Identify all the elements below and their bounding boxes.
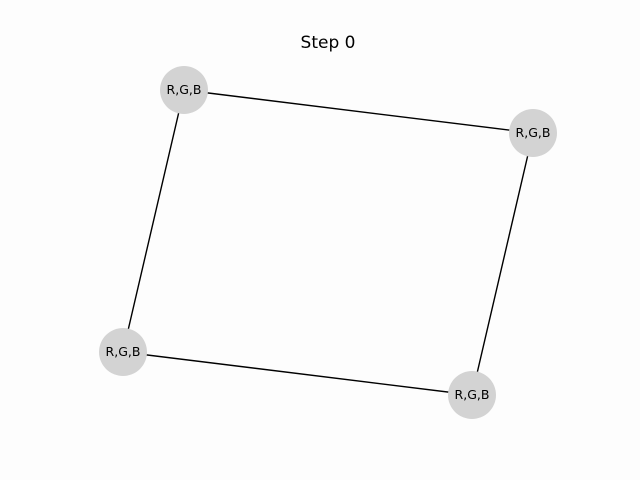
node-circle xyxy=(99,328,147,376)
diagram-title: Step 0 xyxy=(301,33,356,53)
edges-layer xyxy=(122,89,534,396)
edge-n2-n3 xyxy=(471,132,534,396)
node-n3: R,G,B xyxy=(448,371,496,419)
edge-n1-n2 xyxy=(183,89,534,134)
node-n1: R,G,B xyxy=(160,66,208,114)
node-label: R,G,B xyxy=(455,387,490,402)
edge-n3-n4 xyxy=(122,351,473,396)
node-n4: R,G,B xyxy=(99,328,147,376)
node-n2: R,G,B xyxy=(509,109,557,157)
node-label: R,G,B xyxy=(106,344,141,359)
node-circle xyxy=(509,109,557,157)
node-label: R,G,B xyxy=(516,125,551,140)
edge-n4-n1 xyxy=(122,89,185,353)
node-label: R,G,B xyxy=(167,82,202,97)
nodes-layer: R,G,B R,G,B R,G,B R,G,B xyxy=(99,66,557,419)
node-circle xyxy=(448,371,496,419)
node-circle xyxy=(160,66,208,114)
